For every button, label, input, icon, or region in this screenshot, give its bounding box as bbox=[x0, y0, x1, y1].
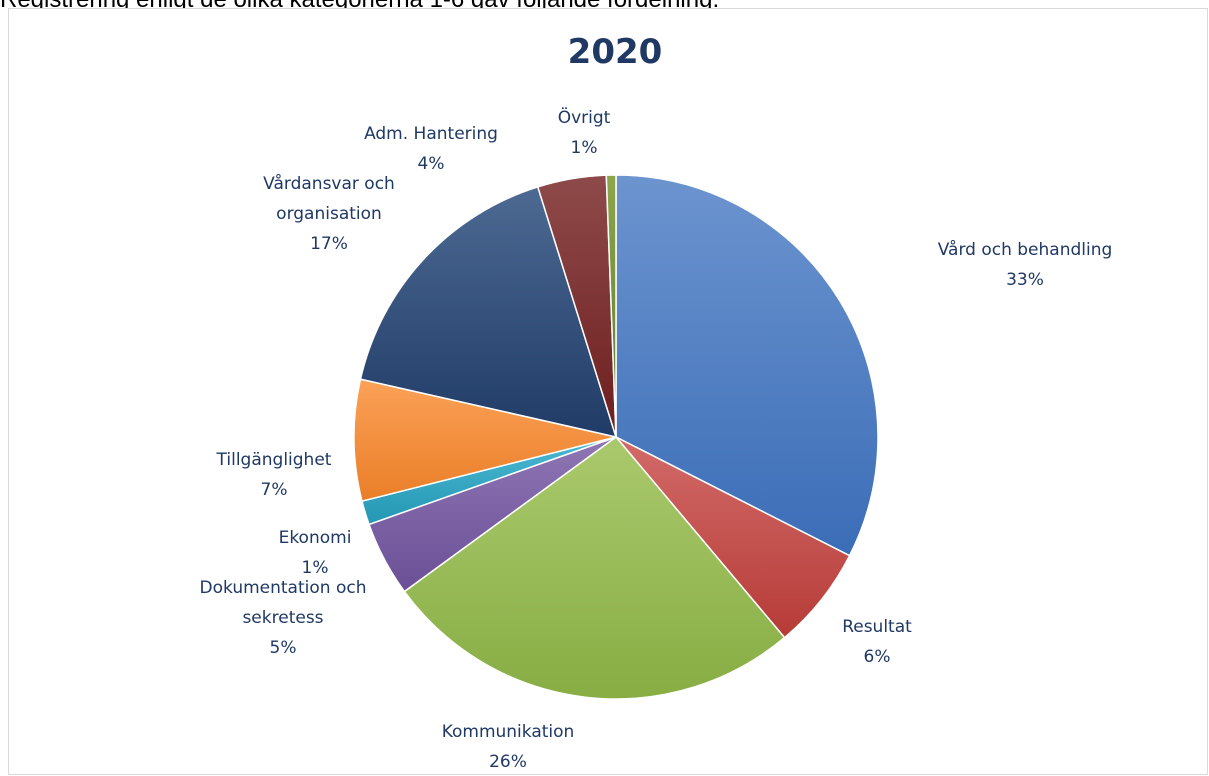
slice-name: Resultat bbox=[842, 617, 912, 637]
pie-slices bbox=[353, 174, 879, 700]
slice-label: Ekonomi 1% bbox=[279, 528, 352, 578]
pie-slice bbox=[359, 185, 618, 439]
slice-name: Övrigt bbox=[558, 106, 611, 128]
slice-percent: 33% bbox=[1006, 270, 1044, 290]
pie-slice bbox=[353, 378, 617, 503]
slice-label: Vårdansvar och organisation 17% bbox=[263, 173, 395, 254]
slice-label: Övrigt 1% bbox=[558, 106, 611, 158]
chart-title: 2020 bbox=[568, 32, 663, 72]
slice-label: Adm. Hantering 4% bbox=[364, 124, 498, 174]
slice-percent: 1% bbox=[302, 558, 329, 578]
slice-percent: 5% bbox=[270, 638, 297, 658]
slice-percent: 17% bbox=[310, 234, 348, 254]
slice-name: Dokumentation och bbox=[200, 578, 367, 598]
pie-slice bbox=[605, 174, 617, 438]
slice-percent: 4% bbox=[418, 154, 445, 174]
slice-label: Tillgänglighet 7% bbox=[216, 450, 332, 500]
slice-label: Vård och behandling 33% bbox=[938, 239, 1113, 290]
slice-label: Dokumentation och sekretess 5% bbox=[200, 578, 367, 658]
slice-name: sekretess bbox=[242, 608, 323, 628]
slice-label: Resultat 6% bbox=[842, 617, 912, 667]
pie-chart: 2020 Vård och behandling 33% Resultat 6% Kom… bbox=[200, 32, 1113, 772]
slice-percent: 1% bbox=[571, 138, 598, 158]
slice-name: organisation bbox=[276, 204, 382, 224]
pie-slice bbox=[403, 435, 786, 700]
slice-percent: 7% bbox=[261, 480, 288, 500]
slice-name: Vårdansvar och bbox=[263, 173, 395, 194]
pie-labels: Vård och behandling 33% Resultat 6% Kommunik… bbox=[200, 106, 1113, 772]
chart-frame: 2020 Vård och behandling 33% Resultat 6% Kom… bbox=[8, 8, 1208, 775]
slice-name: Ekonomi bbox=[279, 528, 352, 548]
slice-percent: 26% bbox=[489, 752, 527, 772]
slice-percent: 6% bbox=[864, 647, 891, 667]
pie-slice bbox=[615, 174, 879, 557]
slice-label: Kommunikation 26% bbox=[442, 722, 575, 772]
slice-name: Tillgänglighet bbox=[216, 450, 332, 470]
slice-name: Adm. Hantering bbox=[364, 124, 498, 144]
slice-name: Vård och behandling bbox=[938, 239, 1113, 260]
slice-name: Kommunikation bbox=[442, 722, 575, 742]
